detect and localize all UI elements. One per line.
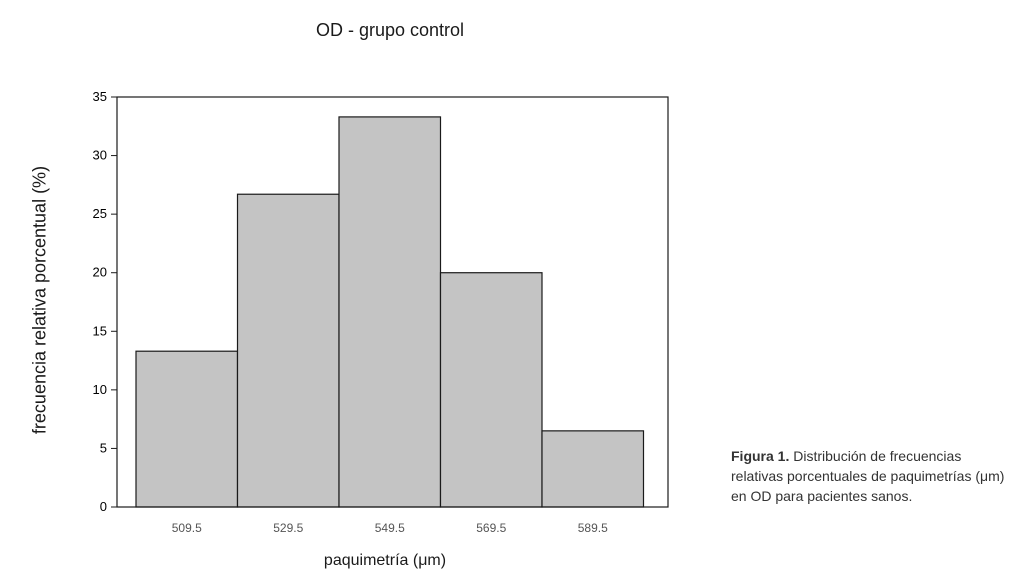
- caption-text: Distribución de frecuencias relativas po…: [731, 448, 1005, 504]
- bar-569.5: [439, 272, 543, 508]
- y-tick-label: 10: [93, 382, 107, 397]
- y-tick-label: 25: [93, 206, 107, 221]
- x-tick-label: 529.5: [273, 521, 303, 535]
- x-tick-label: 569.5: [476, 521, 506, 535]
- y-axis: 0 5 10 15 20 25 30 35: [93, 89, 117, 514]
- bar-509.5: [135, 350, 239, 508]
- figure-caption: Figura 1. Distribución de frecuencias re…: [731, 446, 1006, 506]
- y-tick-label: 15: [93, 323, 107, 338]
- bar-589.5: [541, 430, 645, 508]
- y-tick-label: 35: [93, 89, 107, 104]
- y-axis-label: frecuencia relativa porcentual (%): [29, 165, 50, 435]
- bar-529.5: [236, 193, 340, 508]
- x-axis-label: paquimetría (μm): [323, 552, 447, 569]
- y-tick-label: 0: [100, 499, 107, 514]
- y-tick-label: 30: [93, 148, 107, 163]
- x-axis: 509.5 529.5 549.5 569.5 589.5: [172, 521, 608, 535]
- bars-layer: [135, 116, 645, 508]
- x-tick-label: 509.5: [172, 521, 202, 535]
- chart-title: OD - grupo control: [315, 20, 465, 40]
- y-tick-label: 5: [100, 440, 107, 455]
- y-tick-label: 20: [93, 265, 107, 280]
- caption-label: Figura 1.: [731, 448, 790, 464]
- plot-frame: [116, 96, 669, 508]
- x-tick-label: 549.5: [375, 521, 405, 535]
- bar-549.5: [338, 116, 442, 508]
- x-tick-label: 589.5: [578, 521, 608, 535]
